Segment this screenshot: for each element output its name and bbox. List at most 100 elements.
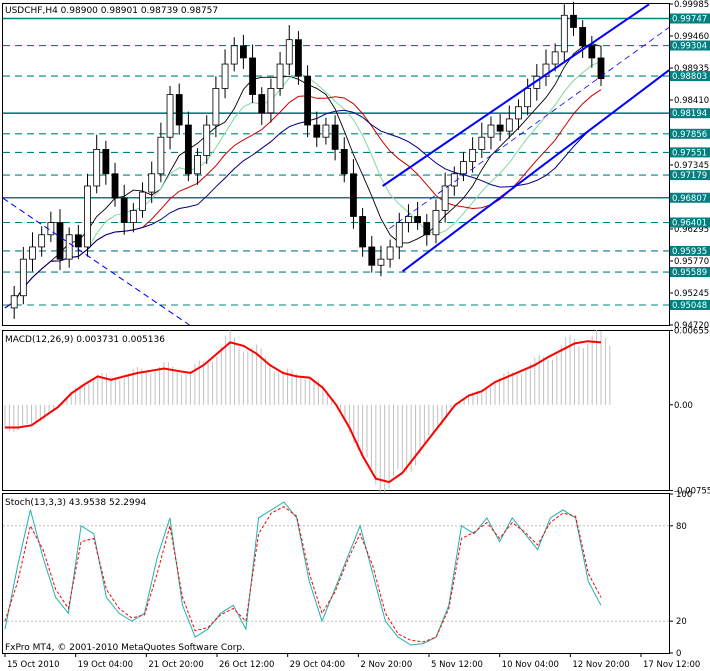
price-ytick-label: 0.95245 [674, 289, 709, 299]
stoch-content: 100 80 20 0 [3, 490, 692, 659]
candle-body [515, 106, 522, 120]
macd-signal-line [5, 340, 602, 484]
stoch-panel-title: Stoch(13,3,3) 43.9538 52.2994 [5, 498, 146, 508]
candle-body [579, 27, 587, 47]
macd-content: 0.00655 0.00 -0.00755 [4, 326, 710, 497]
macd-panel [2, 330, 670, 491]
candle-body [29, 246, 36, 260]
ma-navy-line [4, 109, 602, 309]
stoch-ytick-label: 100 [676, 490, 692, 500]
candle-body [249, 57, 256, 95]
x-tick-label: 10 Nov 04:00 [502, 660, 559, 670]
candle-body [38, 234, 46, 248]
price-ytick-label: 0.96295 [674, 225, 709, 235]
price-ytick-label: 0.97345 [674, 161, 709, 171]
candle-body [295, 39, 302, 77]
candle-body [120, 197, 128, 223]
copyright-text: FxPro MT4, © 2001-2010 MetaQuotes Softwa… [5, 643, 245, 653]
candle-body [551, 51, 559, 65]
candle-body [340, 149, 348, 175]
candle-body [487, 124, 495, 138]
candle-body [441, 185, 449, 211]
candle-body [267, 88, 275, 114]
x-tick-label: 2 Nov 20:00 [360, 660, 412, 670]
channel-upper-line [382, 3, 650, 187]
macd-panel-title: MACD(12,26,9) 0.003731 0.005136 [5, 335, 165, 345]
candle-body [258, 94, 266, 114]
candle-body [47, 222, 55, 236]
level-price-tag [670, 192, 710, 203]
ma-green-line [4, 60, 602, 309]
candle-body [331, 124, 339, 150]
x-tick-label: 12 Nov 20:00 [572, 660, 629, 670]
candle-body [597, 57, 605, 80]
x-tick-label: 26 Oct 12:00 [219, 660, 274, 670]
candle-body [102, 149, 110, 175]
level-price-label: 0.98803 [672, 72, 707, 82]
stoch-d-line [4, 506, 602, 643]
macd-ytick-label: -0.00755 [674, 487, 710, 497]
candle-body [111, 173, 119, 199]
candle-body [524, 88, 532, 108]
price-ytick-label: 0.99985 [674, 0, 709, 10]
x-tick-label: 19 Oct 04:00 [78, 660, 133, 670]
candle-body [139, 191, 146, 211]
level-price-tag [670, 108, 710, 119]
level-price-label: 0.96401 [672, 219, 707, 229]
candle-body [239, 45, 247, 59]
level-price-tag [670, 128, 710, 139]
level-price-tag [670, 245, 710, 256]
level-price-label: 0.95048 [672, 301, 707, 311]
level-price-label: 0.98194 [672, 109, 707, 119]
level-price-label: 0.99747 [672, 15, 707, 25]
candle-body [184, 124, 192, 175]
candle-body [74, 234, 82, 248]
level-price-label: 0.95589 [672, 268, 707, 278]
candle-body [175, 94, 183, 126]
candle-body [65, 234, 73, 260]
level-price-tag [670, 13, 710, 24]
stoch-k-line [4, 501, 602, 646]
candle-body [588, 45, 596, 59]
x-tick-label: 29 Oct 04:00 [290, 660, 345, 670]
candle-body [84, 185, 91, 248]
level-price-tag [670, 217, 710, 228]
level-price-label: 0.97856 [672, 130, 707, 140]
level-price-tag [670, 170, 710, 181]
level-price-tag [670, 71, 710, 82]
candle-body [469, 149, 477, 163]
candle-body [230, 45, 238, 65]
price-ytick-label: 0.99460 [674, 32, 709, 42]
channel-mid-line [389, 27, 670, 229]
x-tick-label: 5 Nov 12:00 [431, 660, 483, 670]
price-ytick-label: 0.98410 [674, 96, 709, 106]
candle-body [478, 136, 486, 150]
candle-body [10, 295, 18, 309]
candle-body [414, 216, 422, 223]
candle-body [194, 155, 201, 175]
candle-body [395, 222, 403, 248]
price-ytick-label: 0.94720 [674, 321, 709, 331]
price-ytick-label: 0.95770 [674, 257, 709, 267]
ma-black-line [4, 43, 602, 309]
candle-body [56, 222, 64, 260]
level-price-tag [670, 267, 710, 278]
stoch-panel [2, 493, 670, 654]
candle-body [359, 216, 367, 248]
stoch-ytick-label: 0 [676, 649, 681, 659]
candle-body [129, 209, 137, 223]
candle-body [405, 216, 412, 223]
stoch-ytick-label: 80 [676, 522, 687, 532]
level-price-label: 0.97551 [672, 148, 707, 158]
candle-body [560, 14, 568, 53]
candle-body [93, 149, 101, 187]
candle-body [377, 258, 385, 266]
channel-lower-line [401, 69, 670, 273]
price-ytick-label: 0.98935 [674, 64, 709, 74]
candle-body [203, 124, 211, 156]
candle-body [386, 246, 394, 260]
candle-body [496, 124, 504, 132]
level-price-label: 0.95935 [672, 247, 707, 257]
level-price-label: 0.99304 [672, 42, 707, 52]
candle-body [285, 39, 293, 65]
